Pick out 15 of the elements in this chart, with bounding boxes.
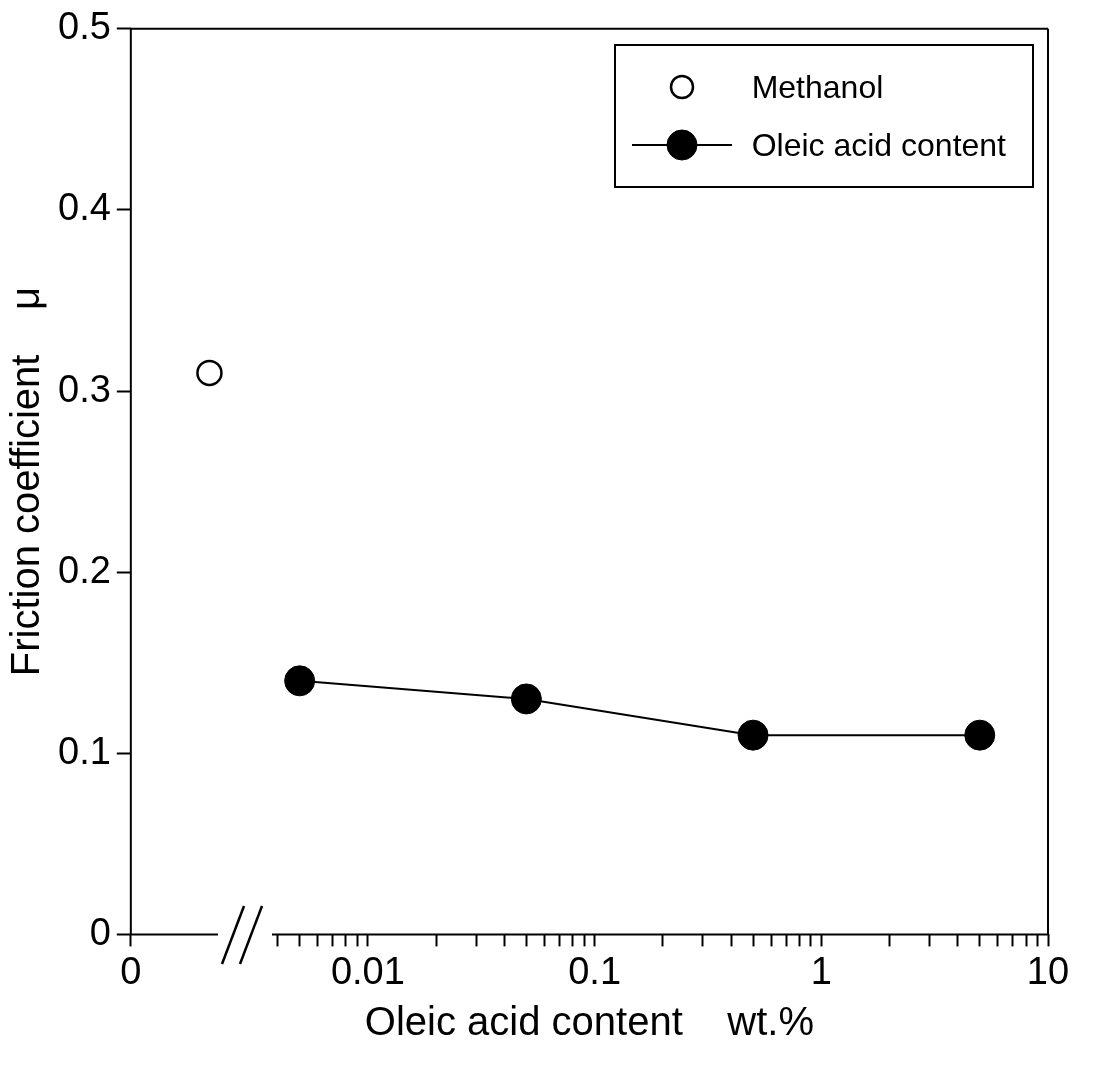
y-tick-label: 0.5 (58, 5, 111, 48)
x-tick-label: 0.1 (568, 949, 622, 992)
y-tick-label: 0.1 (58, 729, 111, 772)
x-axis-title: Oleic acid content wt.% (364, 999, 814, 1044)
x-tick-label: 0 (120, 949, 142, 992)
y-tick-label: 0.3 (58, 367, 111, 410)
legend-label: Oleic acid content (751, 126, 1006, 164)
y-tick-label: 0.2 (58, 548, 111, 591)
x-tick-label: 1 (810, 949, 832, 992)
x-tick-label: 0.01 (330, 949, 405, 992)
y-tick-label: 0 (89, 910, 111, 953)
y-tick-label: 0.4 (58, 186, 111, 229)
x-tick-label: 10 (1026, 949, 1070, 992)
legend-label: Methanol (751, 68, 884, 106)
y-axis-title: Friction coefficient μ (3, 287, 48, 677)
